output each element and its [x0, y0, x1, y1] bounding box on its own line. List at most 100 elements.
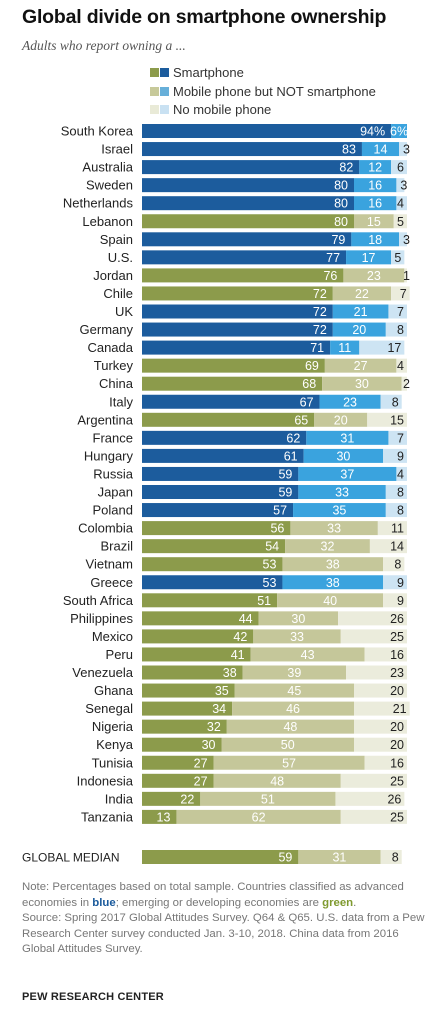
country-label-china: China [99, 376, 134, 391]
data-label-smartphone-tunisia: 27 [194, 756, 208, 770]
country-label-hungary: Hungary [84, 448, 134, 463]
country-label-global-median: GLOBAL MEDIAN [22, 851, 120, 865]
bar-segment-no-mobile-phone-venezuela [346, 665, 407, 680]
bar-segment-smartphone-nigeria [142, 719, 227, 734]
country-label-poland: Poland [93, 503, 133, 518]
bar-segment-mobile-not-smartphone-chile [332, 286, 392, 301]
data-label-mobile-not-smartphone-mexico: 33 [290, 630, 304, 644]
country-label-colombia: Colombia [78, 521, 134, 536]
bar-segment-mobile-not-smartphone-kenya [221, 737, 354, 752]
bar-segment-smartphone-china [142, 376, 323, 391]
data-label-mobile-not-smartphone-spain: 18 [368, 233, 382, 247]
data-label-smartphone-sweden: 80 [334, 179, 348, 193]
data-label-mobile-not-smartphone-italy: 23 [343, 395, 357, 409]
data-label-no-mobile-phone-turkey: 4 [397, 359, 404, 373]
bar-segment-smartphone-mexico [142, 629, 254, 644]
note-text-2: ; emerging or developing economies are [115, 896, 323, 909]
bar-segment-mobile-not-smartphone-colombia [290, 521, 378, 536]
data-label-smartphone-senegal: 34 [212, 702, 226, 716]
country-label-tanzania: Tanzania [81, 809, 134, 824]
notes: Note: Percentages based on total sample.… [22, 880, 427, 958]
bar-segment-smartphone-italy [142, 394, 320, 409]
bar-segment-smartphone-sweden [142, 178, 354, 193]
data-label-no-mobile-phone-australia: 6 [397, 161, 404, 175]
legend-label-mobile-not-smartphone: Mobile phone but NOT smartphone [173, 83, 376, 99]
data-label-smartphone-russia: 59 [278, 467, 292, 481]
data-label-no-mobile-phone-poland: 8 [397, 504, 404, 518]
bar-segment-no-mobile-phone-israel [399, 142, 407, 157]
data-label-smartphone-nigeria: 32 [207, 720, 221, 734]
note-blue-word: blue [92, 896, 116, 909]
data-label-smartphone-global-median: 59 [278, 851, 292, 865]
data-label-smartphone-south-korea: 94% [360, 125, 385, 139]
data-label-no-mobile-phone-china: 2 [403, 377, 410, 391]
bar-segment-no-mobile-phone-senegal [354, 701, 410, 716]
data-label-no-mobile-phone-ghana: 20 [390, 684, 404, 698]
bar-segment-mobile-not-smartphone-canada [330, 340, 360, 355]
country-label-indonesia: Indonesia [77, 773, 134, 788]
bar-segment-smartphone-germany [142, 322, 333, 337]
data-label-smartphone-germany: 72 [313, 323, 327, 337]
bar-segment-mobile-not-smartphone-global-median [298, 850, 381, 864]
bar-segment-no-mobile-phone-south-africa [383, 593, 407, 608]
bar-segment-smartphone-lebanon [142, 214, 354, 229]
data-label-smartphone-italy: 67 [300, 395, 314, 409]
bar-segment-smartphone-venezuela [142, 665, 243, 680]
data-label-no-mobile-phone-tunisia: 16 [390, 756, 404, 770]
data-label-smartphone-kenya: 30 [202, 738, 216, 752]
bar-segment-smartphone-poland [142, 503, 294, 518]
bar-segment-smartphone-argentina [142, 412, 315, 427]
legend-swatch-mobile-advanced [160, 86, 169, 96]
data-label-no-mobile-phone-peru: 16 [390, 648, 404, 662]
bar-segment-mobile-not-smartphone-spain [351, 232, 400, 247]
data-label-no-mobile-phone-kenya: 20 [390, 738, 404, 752]
legend-swatch-none-emerging [150, 105, 159, 114]
bar-segment-smartphone-kenya [142, 737, 222, 752]
bar-segment-mobile-not-smartphone-france [306, 430, 389, 445]
bar-segment-no-mobile-phone-netherlands [396, 196, 407, 211]
bar-segment-smartphone-canada [142, 340, 331, 355]
bar-segment-smartphone-global-median [142, 850, 299, 864]
note-green-word: green [322, 896, 354, 909]
bar-segment-smartphone-tunisia [142, 755, 214, 770]
bar-segment-mobile-not-smartphone-turkey [324, 358, 397, 373]
bar-segment-mobile-not-smartphone-senegal [232, 701, 354, 716]
country-label-uk: UK [115, 304, 133, 319]
note-text-3: . [353, 896, 357, 909]
data-label-mobile-not-smartphone-ghana: 45 [287, 684, 301, 698]
data-label-mobile-not-smartphone-u-s: 17 [362, 251, 376, 265]
bar-segment-smartphone-indonesia [142, 773, 214, 788]
data-label-smartphone-france: 62 [286, 431, 300, 445]
data-label-mobile-not-smartphone-germany: 20 [352, 323, 366, 337]
data-label-smartphone-brazil: 54 [265, 540, 279, 554]
bar-segment-no-mobile-phone-nigeria [354, 719, 407, 734]
data-label-no-mobile-phone-israel: 3 [403, 143, 410, 157]
source-note: Source: Spring 2017 Global Attitudes Sur… [22, 912, 425, 955]
bar-segment-mobile-not-smartphone-philippines [258, 611, 339, 626]
bar-segment-no-mobile-phone-hungary [383, 448, 407, 463]
country-label-spain: Spain [100, 232, 133, 247]
data-label-smartphone-australia: 82 [339, 161, 353, 175]
bar-segment-no-mobile-phone-argentina [367, 412, 407, 427]
data-label-mobile-not-smartphone-japan: 33 [335, 486, 349, 500]
bar-segment-no-mobile-phone-spain [399, 232, 407, 247]
bar-segment-mobile-not-smartphone-poland [293, 503, 386, 518]
data-label-no-mobile-phone-chile: 7 [400, 287, 407, 301]
data-label-no-mobile-phone-tanzania: 25 [390, 810, 404, 824]
country-label-israel: Israel [101, 142, 133, 157]
bar-segment-no-mobile-phone-colombia [377, 521, 407, 536]
legend-swatch-smartphone-emerging [150, 68, 159, 77]
data-label-no-mobile-phone-venezuela: 23 [390, 666, 404, 680]
country-label-lebanon: Lebanon [82, 214, 133, 229]
data-label-mobile-not-smartphone-india: 51 [261, 792, 275, 806]
bar-segment-mobile-not-smartphone-vietnam [282, 557, 384, 572]
data-label-no-mobile-phone-hungary: 9 [397, 449, 404, 463]
bar-segment-no-mobile-phone-russia [396, 466, 407, 481]
bar-segment-smartphone-chile [142, 286, 333, 301]
data-label-smartphone-tanzania: 13 [157, 810, 171, 824]
data-label-smartphone-philippines: 44 [239, 612, 253, 626]
country-label-nigeria: Nigeria [92, 719, 134, 734]
note-text-1: Note: Percentages based on total sample.… [22, 881, 404, 909]
data-label-no-mobile-phone-netherlands: 4 [397, 197, 404, 211]
